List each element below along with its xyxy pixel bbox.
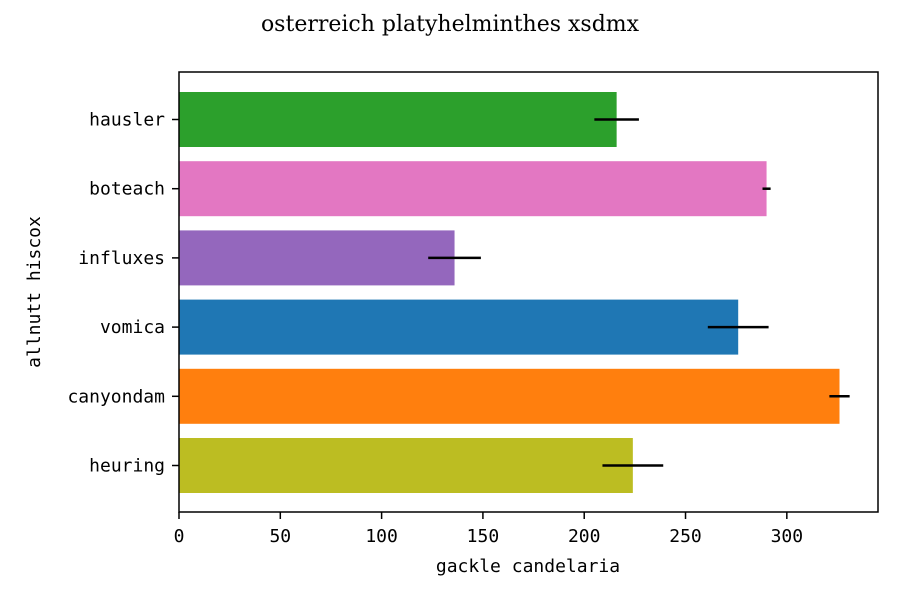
y-tick-label-influxes: influxes	[78, 248, 165, 269]
chart-title: osterreich platyhelminthes xsdmx	[261, 12, 640, 37]
y-tick-label-hausler: hausler	[89, 110, 165, 131]
bar-vomica	[179, 299, 739, 355]
bar-hausler	[179, 92, 617, 147]
x-tick-label-200: 200	[568, 526, 601, 547]
bar-influxes	[179, 230, 455, 286]
x-tick-label-0: 0	[174, 526, 185, 547]
y-tick-label-canyondam: canyondam	[67, 386, 165, 407]
y-tick-label-vomica: vomica	[100, 317, 165, 338]
x-tick-label-100: 100	[365, 526, 398, 547]
x-axis-label: gackle candelaria	[436, 556, 620, 577]
bar-heuring	[179, 438, 633, 493]
x-tick-label-300: 300	[771, 526, 804, 547]
plot-frame	[178, 71, 879, 513]
x-tick-label-150: 150	[467, 526, 500, 547]
x-tick-label-250: 250	[669, 526, 702, 547]
y-tick-label-boteach: boteach	[89, 179, 165, 200]
x-tick-label-50: 50	[269, 526, 291, 547]
bar-boteach	[179, 161, 767, 217]
plot-area: hausler boteach influxes vomica canyondam heu…	[67, 71, 879, 547]
y-axis-label: allnutt hiscox	[24, 216, 45, 368]
bar-canyondam	[179, 368, 840, 424]
y-tick-label-heuring: heuring	[89, 456, 165, 477]
